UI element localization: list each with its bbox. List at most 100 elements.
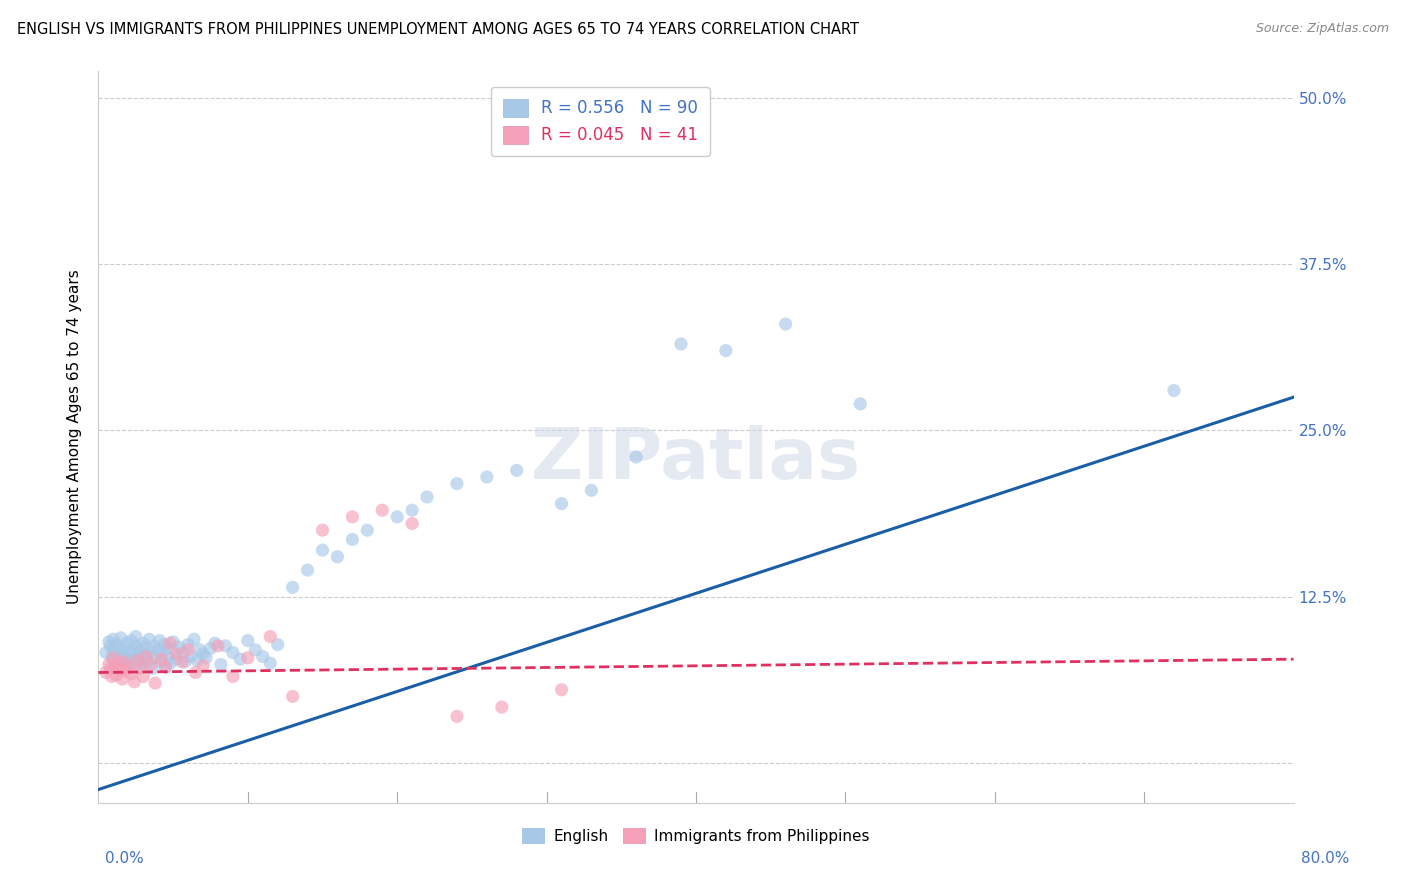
Point bbox=[172, 646, 194, 660]
Point bbox=[132, 657, 155, 672]
Point bbox=[155, 660, 177, 674]
Text: 0.0%: 0.0% bbox=[105, 851, 145, 865]
Point bbox=[195, 650, 218, 665]
Point bbox=[129, 661, 152, 675]
Point bbox=[153, 638, 176, 652]
Point bbox=[103, 643, 125, 657]
Point bbox=[177, 638, 200, 652]
Point bbox=[135, 649, 157, 664]
Point bbox=[385, 509, 409, 524]
Point bbox=[156, 641, 179, 656]
Point bbox=[297, 563, 319, 577]
Point bbox=[139, 657, 162, 672]
Point bbox=[626, 450, 648, 464]
Point bbox=[138, 632, 160, 647]
Point bbox=[94, 665, 117, 680]
Point bbox=[157, 649, 180, 664]
Point bbox=[111, 653, 134, 667]
Point bbox=[114, 648, 136, 663]
Point bbox=[401, 516, 423, 531]
Point bbox=[117, 646, 139, 660]
Point bbox=[108, 640, 131, 655]
Point bbox=[143, 650, 166, 665]
Point bbox=[110, 631, 132, 645]
Point bbox=[150, 652, 173, 666]
Point bbox=[101, 669, 124, 683]
Point bbox=[259, 630, 281, 644]
Point bbox=[177, 643, 200, 657]
Point bbox=[446, 709, 468, 723]
Point bbox=[125, 639, 148, 653]
Point bbox=[550, 682, 572, 697]
Point bbox=[191, 647, 214, 661]
Point bbox=[446, 476, 468, 491]
Point bbox=[104, 660, 127, 674]
Point bbox=[550, 497, 572, 511]
Point bbox=[131, 655, 153, 669]
Point bbox=[155, 660, 177, 674]
Point bbox=[207, 639, 229, 653]
Text: ZIPatlas: ZIPatlas bbox=[531, 425, 860, 493]
Point bbox=[127, 650, 149, 665]
Point bbox=[236, 633, 259, 648]
Point bbox=[121, 644, 143, 658]
Point bbox=[252, 649, 274, 664]
Point bbox=[416, 490, 439, 504]
Point bbox=[475, 470, 498, 484]
Point bbox=[186, 653, 208, 667]
Point bbox=[165, 647, 187, 661]
Point bbox=[281, 690, 304, 704]
Point bbox=[115, 636, 138, 650]
Point bbox=[222, 669, 245, 683]
Point bbox=[143, 676, 166, 690]
Point bbox=[259, 656, 281, 670]
Point bbox=[356, 523, 378, 537]
Text: Source: ZipAtlas.com: Source: ZipAtlas.com bbox=[1256, 22, 1389, 36]
Point bbox=[159, 656, 181, 670]
Point bbox=[105, 638, 128, 652]
Point bbox=[98, 639, 122, 653]
Point bbox=[124, 674, 146, 689]
Point bbox=[117, 656, 139, 670]
Point bbox=[148, 643, 170, 657]
Point bbox=[204, 636, 226, 650]
Point bbox=[101, 650, 124, 665]
Point bbox=[491, 700, 513, 714]
Point bbox=[111, 672, 134, 686]
Point bbox=[110, 649, 132, 664]
Point bbox=[97, 635, 120, 649]
Point bbox=[200, 641, 222, 656]
Point bbox=[118, 652, 141, 666]
Point bbox=[214, 639, 236, 653]
Point bbox=[180, 649, 202, 664]
Point bbox=[103, 650, 125, 665]
Point bbox=[669, 337, 692, 351]
Point bbox=[849, 397, 872, 411]
Point bbox=[222, 646, 245, 660]
Point bbox=[132, 636, 155, 650]
Point bbox=[342, 533, 364, 547]
Point bbox=[112, 641, 135, 656]
Point bbox=[209, 657, 232, 672]
Point bbox=[326, 549, 349, 564]
Point bbox=[229, 652, 252, 666]
Point bbox=[104, 655, 127, 669]
Point bbox=[775, 317, 797, 331]
Point bbox=[129, 647, 152, 661]
Point bbox=[401, 503, 423, 517]
Point bbox=[371, 503, 394, 517]
Point bbox=[1163, 384, 1185, 398]
Point bbox=[162, 635, 184, 649]
Point bbox=[134, 640, 156, 655]
Point bbox=[125, 630, 148, 644]
Point bbox=[124, 658, 146, 673]
Point bbox=[159, 636, 181, 650]
Point bbox=[117, 658, 139, 673]
Point bbox=[107, 656, 129, 670]
Point bbox=[136, 653, 159, 667]
Point bbox=[107, 647, 129, 661]
Point bbox=[342, 509, 364, 524]
Point bbox=[506, 463, 529, 477]
Y-axis label: Unemployment Among Ages 65 to 74 years: Unemployment Among Ages 65 to 74 years bbox=[67, 269, 83, 605]
Point bbox=[105, 668, 128, 682]
